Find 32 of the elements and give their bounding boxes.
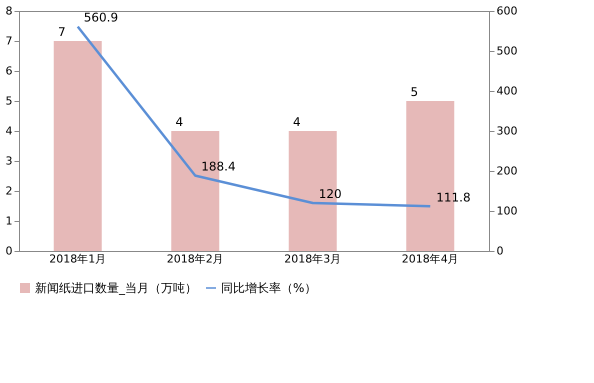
data-label: 188.4 [201, 160, 236, 174]
y-tick-label: 2 [6, 184, 12, 198]
x-tick-label: 2018年2月 [166, 252, 224, 266]
y2-tick-label: 100 [496, 204, 518, 218]
y-tick-label: 4 [6, 124, 12, 138]
legend-label: 同比增长率（%） [221, 281, 316, 295]
y-tick-label: 8 [6, 4, 12, 18]
data-label: 7 [58, 25, 66, 39]
y-tick-label: 7 [6, 34, 12, 48]
y-tick-label: 0 [6, 244, 12, 258]
data-label: 111.8 [436, 190, 471, 204]
y2-tick-label: 400 [496, 84, 518, 98]
y-tick-label: 3 [6, 154, 12, 168]
y2-tick-label: 500 [496, 44, 518, 58]
y2-tick-label: 300 [496, 124, 518, 138]
y-tick-label: 5 [6, 94, 12, 108]
y2-tick-label: 200 [496, 164, 518, 178]
data-label: 5 [410, 85, 418, 99]
x-tick-label: 2018年4月 [402, 252, 459, 266]
data-label: 560.9 [84, 10, 118, 25]
line-series [76, 25, 432, 208]
x-tick-label: 2018年1月 [49, 252, 106, 266]
x-tick-label: 2018年3月 [284, 252, 342, 266]
y2-tick-label: 0 [496, 244, 504, 258]
y2-tick-label: 600 [496, 4, 518, 18]
y-tick-label: 1 [6, 214, 12, 228]
y-tick-label: 6 [6, 64, 12, 78]
bar [54, 41, 102, 251]
data-label: 120 [318, 187, 342, 201]
data-label: 4 [175, 115, 184, 129]
legend-label: 新闻纸进口数量_当月（万吨） [35, 281, 197, 295]
data-label: 4 [292, 115, 301, 129]
